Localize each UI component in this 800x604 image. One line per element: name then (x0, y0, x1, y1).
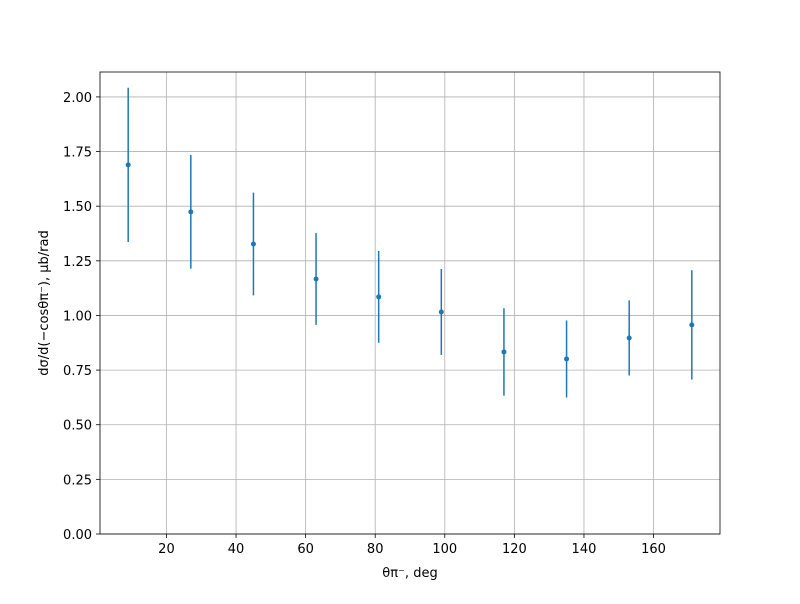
y-axis-label: dσ/d(−cosθπ⁻), μb/rad (37, 230, 52, 375)
x-tick-label: 40 (228, 542, 245, 557)
y-tick-label: 2.00 (63, 91, 92, 106)
y-tick-label: 1.75 (63, 146, 92, 161)
x-tick-label: 160 (641, 542, 666, 557)
x-tick-label: 120 (502, 542, 527, 557)
y-tick-label: 1.25 (63, 255, 92, 270)
data-point (626, 335, 632, 341)
y-tick-label: 1.00 (63, 309, 92, 324)
y-tick-label: 0.75 (63, 364, 92, 379)
data-point (125, 162, 131, 168)
data-point (501, 349, 507, 355)
data-point (689, 322, 695, 328)
data-point (188, 209, 194, 215)
y-tick-label: 0.50 (63, 419, 92, 434)
data-point (376, 294, 382, 300)
x-tick-label: 140 (572, 542, 597, 557)
x-tick-label: 80 (367, 542, 384, 557)
data-point (564, 356, 570, 362)
data-point (250, 241, 256, 247)
x-tick-label: 20 (158, 542, 175, 557)
plot-frame (99, 71, 721, 535)
x-tick-label: 100 (432, 542, 457, 557)
data-point (313, 276, 319, 282)
y-tick-label: 0.25 (63, 473, 92, 488)
x-tick-label: 60 (297, 542, 314, 557)
y-tick-label: 0.00 (63, 528, 92, 543)
y-tick-label: 1.50 (63, 200, 92, 215)
x-axis-label: θπ⁻, deg (382, 566, 437, 581)
data-point (438, 309, 444, 315)
